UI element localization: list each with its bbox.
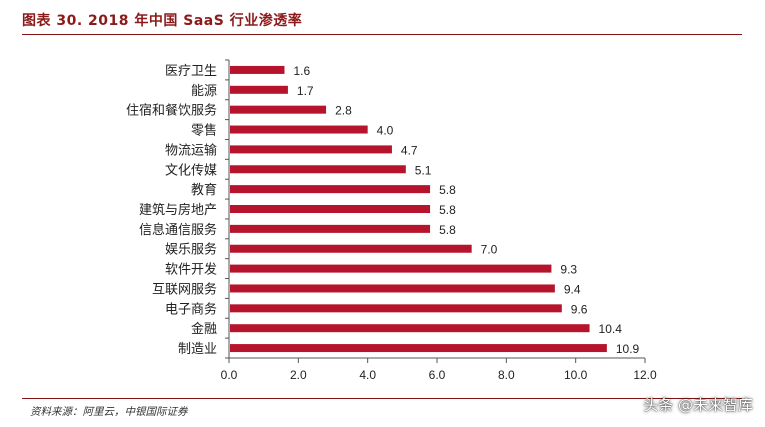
value-label: 5.8 xyxy=(439,183,456,197)
x-tick-label: 10.0 xyxy=(564,368,588,382)
bar xyxy=(230,125,368,134)
bar xyxy=(230,145,392,154)
value-label: 1.6 xyxy=(293,64,310,78)
category-label: 互联网服务 xyxy=(152,281,217,297)
category-label: 金融 xyxy=(191,321,217,337)
value-label: 5.1 xyxy=(415,163,432,177)
category-label: 住宿和餐饮服务 xyxy=(126,103,217,119)
title-rule xyxy=(22,34,742,35)
bar xyxy=(230,165,406,174)
category-label: 制造业 xyxy=(178,342,217,357)
category-label: 电子商务 xyxy=(165,301,217,317)
bar xyxy=(230,304,562,313)
watermark: 头条 @未来智库 xyxy=(643,396,753,414)
category-label: 教育 xyxy=(191,182,217,198)
bar xyxy=(230,224,431,233)
source-rule xyxy=(22,398,742,399)
x-tick-label: 0.0 xyxy=(221,368,238,382)
value-label: 10.4 xyxy=(599,322,623,336)
bar xyxy=(230,344,607,353)
bar xyxy=(230,65,285,74)
bar xyxy=(230,85,288,94)
x-tick-label: 2.0 xyxy=(290,368,307,382)
bar xyxy=(230,244,472,253)
bar xyxy=(230,185,431,194)
value-label: 5.8 xyxy=(439,223,456,237)
x-tick-label: 12.0 xyxy=(633,368,657,382)
value-label: 1.7 xyxy=(297,84,314,98)
value-label: 10.9 xyxy=(616,342,640,356)
bar xyxy=(230,264,552,273)
source-note: 资料来源：阿里云，中银国际证券 xyxy=(30,406,188,418)
category-label: 娱乐服务 xyxy=(165,242,217,258)
x-tick-label: 4.0 xyxy=(359,368,376,382)
value-label: 5.8 xyxy=(439,203,456,217)
value-label: 4.7 xyxy=(401,143,418,157)
category-label: 文化传媒 xyxy=(165,163,217,178)
category-label: 软件开发 xyxy=(165,262,217,278)
x-tick-label: 8.0 xyxy=(498,368,515,382)
value-label: 9.6 xyxy=(571,302,588,316)
category-label: 信息通信服务 xyxy=(139,222,217,238)
bar-chart: 医疗卫生 1.6 能源 1.7 住宿和餐饮服务 2.8 零售 4.0 物流运输 4.7 文化传媒 5.… xyxy=(126,59,657,382)
category-label: 能源 xyxy=(191,84,217,99)
value-label: 9.4 xyxy=(564,282,581,296)
bar xyxy=(230,324,590,333)
value-label: 7.0 xyxy=(481,243,498,257)
value-label: 4.0 xyxy=(377,124,394,138)
category-label: 建筑与房地产 xyxy=(139,202,217,218)
value-label: 2.8 xyxy=(335,104,352,118)
bar xyxy=(230,105,327,114)
x-tick-label: 6.0 xyxy=(429,368,446,382)
category-label: 零售 xyxy=(191,123,217,139)
figure-title: 图表 30. 2018 年中国 SaaS 行业渗透率 xyxy=(22,13,303,29)
bar xyxy=(230,284,555,293)
bar xyxy=(230,205,431,213)
category-label: 医疗卫生 xyxy=(165,64,217,79)
value-label: 9.3 xyxy=(560,263,577,277)
category-label: 物流运输 xyxy=(165,142,217,158)
